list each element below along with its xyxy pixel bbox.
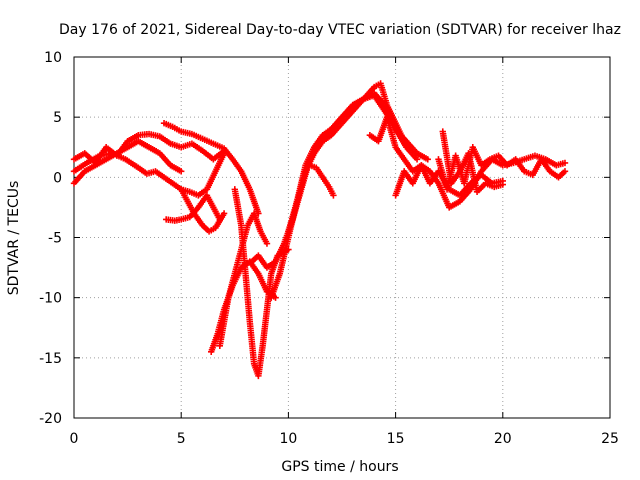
y-tick-label: 10 [44, 50, 62, 66]
series-track-5 [162, 192, 223, 224]
series-track-13 [306, 162, 337, 199]
chart-title: Day 176 of 2021, Sidereal Day-to-day VTE… [59, 22, 621, 38]
x-tick-label: 15 [387, 431, 405, 447]
x-tick-label: 0 [70, 431, 79, 447]
y-axis-label: SDTVAR / TECUs [6, 181, 22, 296]
data-point [424, 156, 431, 163]
data-point [561, 168, 569, 175]
y-tick-label: -5 [48, 231, 62, 247]
y-tick-label: -15 [39, 351, 62, 367]
axis-ticks: 0 5 10 15 20 25 -20 -15 -10 -5 0 5 10 [39, 50, 619, 447]
y-tick-label: -10 [39, 291, 62, 307]
grid [74, 57, 610, 418]
series-track-17 [439, 128, 506, 195]
data-point [263, 240, 271, 247]
y-tick-label: 5 [53, 110, 62, 126]
x-tick-label: 10 [279, 431, 297, 447]
data-point [178, 168, 185, 175]
x-tick-label: 25 [601, 431, 619, 447]
series-track-3 [70, 150, 228, 199]
x-tick-label: 5 [177, 431, 186, 447]
series-track-6 [178, 186, 228, 235]
y-tick-label: -20 [39, 411, 62, 427]
x-tick-label: 20 [494, 431, 512, 447]
series-track-12 [285, 92, 431, 235]
data-point [561, 159, 569, 167]
x-axis-label: GPS time / hours [281, 459, 398, 475]
data-point [330, 192, 337, 199]
y-tick-label: 0 [53, 170, 62, 186]
data-point [499, 181, 506, 188]
series-track-4 [160, 119, 262, 217]
series-track-16 [435, 144, 569, 193]
data-point [413, 156, 421, 163]
data-series [70, 80, 569, 380]
series-track-1 [70, 130, 228, 167]
data-point [220, 210, 228, 217]
